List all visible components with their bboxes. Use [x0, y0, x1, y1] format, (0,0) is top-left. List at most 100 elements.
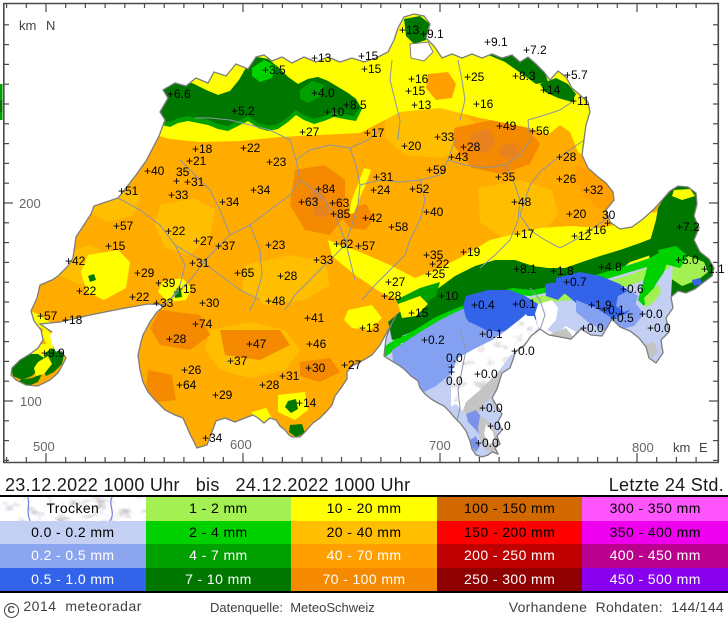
svg-text:30: 30	[602, 208, 616, 222]
svg-text:+8.3: +8.3	[512, 69, 536, 83]
svg-text:+6.6: +6.6	[167, 87, 191, 101]
svg-text:+0.4: +0.4	[471, 298, 495, 312]
svg-text:500: 500	[33, 439, 55, 454]
svg-text:+56: +56	[529, 124, 550, 138]
svg-text:+19: +19	[460, 245, 481, 259]
svg-text:+0.1: +0.1	[479, 327, 503, 341]
svg-text:+: +	[604, 216, 611, 230]
svg-text:+57: +57	[355, 239, 376, 253]
svg-text:+12: +12	[571, 229, 592, 243]
svg-text:800: 800	[632, 440, 654, 455]
svg-text:+22: +22	[429, 257, 450, 271]
svg-text:+1.1: +1.1	[701, 262, 725, 276]
svg-text:+5.2: +5.2	[231, 104, 255, 118]
svg-text:+22: +22	[76, 284, 97, 298]
svg-text:+41: +41	[304, 311, 325, 325]
svg-text:+33: +33	[153, 296, 174, 310]
svg-text:+52: +52	[409, 182, 430, 196]
svg-text:+49: +49	[496, 119, 517, 133]
svg-text:km: km	[673, 440, 690, 455]
svg-text:E: E	[699, 440, 708, 455]
svg-text:+27: +27	[299, 125, 320, 139]
svg-text:+15: +15	[361, 62, 382, 76]
svg-text:+26: +26	[181, 363, 202, 377]
svg-text:+21: +21	[186, 154, 207, 168]
svg-text:+57: +57	[113, 219, 134, 233]
svg-text:+24: +24	[370, 183, 391, 197]
svg-text:+15: +15	[358, 49, 379, 63]
svg-text:+43: +43	[448, 150, 469, 164]
svg-text:+48: +48	[265, 294, 286, 308]
svg-text:+85: +85	[330, 207, 351, 221]
svg-text:+14: +14	[296, 396, 317, 410]
svg-text:+0.0: +0.0	[511, 344, 535, 358]
svg-text:+84: +84	[315, 182, 336, 196]
svg-text:+22: +22	[165, 224, 186, 238]
svg-text:+15: +15	[408, 306, 429, 320]
svg-text:+51: +51	[118, 184, 139, 198]
svg-text:+0.0: +0.0	[479, 401, 503, 415]
svg-text:+1.8: +1.8	[550, 264, 574, 278]
svg-text:+0.0: +0.0	[474, 367, 498, 381]
svg-text:+63: +63	[329, 196, 350, 210]
svg-text:+74: +74	[192, 317, 213, 331]
svg-text:+15: +15	[176, 282, 197, 296]
svg-text:+17: +17	[514, 227, 535, 241]
svg-text:+27: +27	[385, 275, 406, 289]
svg-text:+16: +16	[473, 97, 494, 111]
svg-text:+35: +35	[495, 170, 516, 184]
svg-text:+23: +23	[265, 238, 286, 252]
svg-text:+: +	[448, 360, 455, 374]
svg-text:+31: +31	[279, 369, 300, 383]
svg-text:+40: +40	[423, 205, 444, 219]
svg-text:200: 200	[19, 196, 41, 211]
svg-text:+42: +42	[362, 211, 383, 225]
svg-text:+20: +20	[401, 139, 422, 153]
svg-text:+0.0: +0.0	[647, 321, 671, 335]
svg-text:+37: +37	[227, 354, 248, 368]
svg-text:+1.9: +1.9	[588, 298, 612, 312]
svg-text:+16: +16	[408, 72, 429, 86]
svg-text:+58: +58	[388, 220, 409, 234]
svg-text:+4.0: +4.0	[311, 86, 335, 100]
svg-text:+34: +34	[202, 431, 223, 445]
svg-text:+28: +28	[556, 150, 577, 164]
svg-text:0.0: 0.0	[446, 351, 463, 365]
svg-text:+5.0: +5.0	[675, 253, 699, 267]
svg-text:+62: +62	[333, 237, 354, 251]
svg-text:+7.2: +7.2	[676, 220, 700, 234]
svg-text:35: 35	[176, 165, 190, 179]
svg-text:+0.0: +0.0	[639, 307, 663, 321]
svg-text:600: 600	[230, 437, 252, 452]
svg-text:+11: +11	[570, 94, 590, 108]
svg-text:+10: +10	[324, 105, 345, 119]
svg-text:+26: +26	[556, 172, 577, 186]
svg-text:+27: +27	[193, 234, 214, 248]
svg-text:+0.0: +0.0	[475, 436, 499, 450]
svg-text:+31: +31	[189, 256, 210, 270]
svg-text:+29: +29	[212, 388, 233, 402]
svg-text:+42: +42	[65, 254, 86, 268]
svg-text:+31: +31	[373, 170, 394, 184]
svg-text:+65: +65	[234, 266, 255, 280]
svg-text:+28: +28	[460, 140, 481, 154]
svg-text:+14: +14	[540, 83, 561, 97]
svg-text:+22: +22	[240, 141, 261, 155]
svg-text:+35: +35	[423, 248, 444, 262]
svg-text:+23: +23	[266, 155, 287, 169]
svg-text:+37: +37	[215, 239, 236, 253]
svg-text:+34: +34	[250, 183, 271, 197]
svg-text:N: N	[46, 18, 55, 33]
svg-text:+33: +33	[434, 130, 455, 144]
svg-text:+9.9: +9.9	[41, 346, 65, 360]
svg-text:+15: +15	[105, 239, 126, 253]
svg-text:+33: +33	[313, 253, 334, 267]
svg-text:+7.2: +7.2	[523, 43, 547, 57]
svg-text:+57: +57	[37, 309, 58, 323]
svg-text:+5.7: +5.7	[564, 68, 588, 82]
svg-text:+22: +22	[129, 290, 150, 304]
svg-text:+: +	[173, 174, 180, 188]
svg-text:+30: +30	[305, 361, 326, 375]
svg-text:+47: +47	[246, 337, 267, 351]
svg-text:+25: +25	[425, 267, 446, 281]
